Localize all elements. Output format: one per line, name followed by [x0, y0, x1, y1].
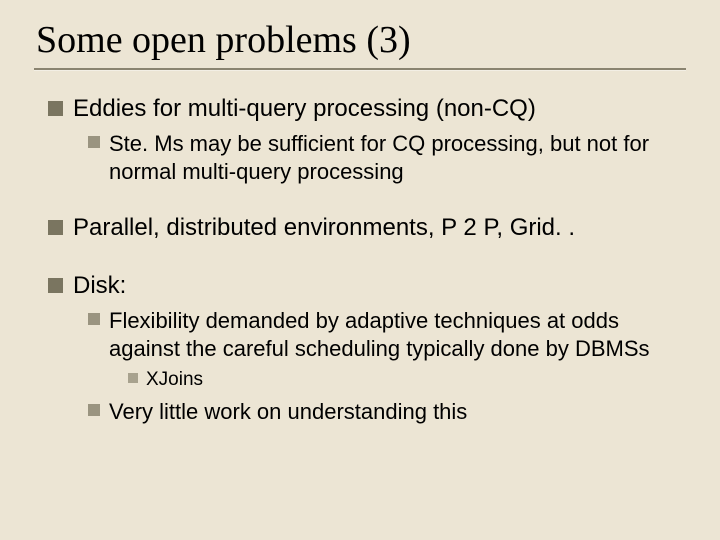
square-bullet-icon [88, 136, 100, 148]
slide-title: Some open problems (3) [36, 18, 684, 62]
bullet-text: Disk: [73, 271, 126, 301]
title-divider [34, 68, 686, 70]
bullet-text: Parallel, distributed environments, P 2 … [73, 213, 575, 243]
slide: Some open problems (3) Eddies for multi-… [0, 0, 720, 540]
square-bullet-icon [128, 373, 138, 383]
square-bullet-icon [88, 313, 100, 325]
spacer [36, 249, 684, 271]
square-bullet-icon [48, 278, 63, 293]
bullet-l1: Eddies for multi-query processing (non-C… [48, 94, 684, 124]
bullet-text: Flexibility demanded by adaptive techniq… [109, 307, 684, 362]
spacer [36, 191, 684, 213]
bullet-text: Ste. Ms may be sufficient for CQ process… [109, 130, 684, 185]
square-bullet-icon [48, 101, 63, 116]
bullet-text: Very little work on understanding this [109, 398, 467, 426]
square-bullet-icon [88, 404, 100, 416]
bullet-l3: XJoins [128, 368, 684, 392]
bullet-text: Eddies for multi-query processing (non-C… [73, 94, 536, 124]
square-bullet-icon [48, 220, 63, 235]
bullet-text: XJoins [146, 368, 203, 392]
bullet-l2: Flexibility demanded by adaptive techniq… [88, 307, 684, 362]
bullet-l1: Disk: [48, 271, 684, 301]
bullet-l2: Ste. Ms may be sufficient for CQ process… [88, 130, 684, 185]
bullet-l2: Very little work on understanding this [88, 398, 684, 426]
bullet-l1: Parallel, distributed environments, P 2 … [48, 213, 684, 243]
